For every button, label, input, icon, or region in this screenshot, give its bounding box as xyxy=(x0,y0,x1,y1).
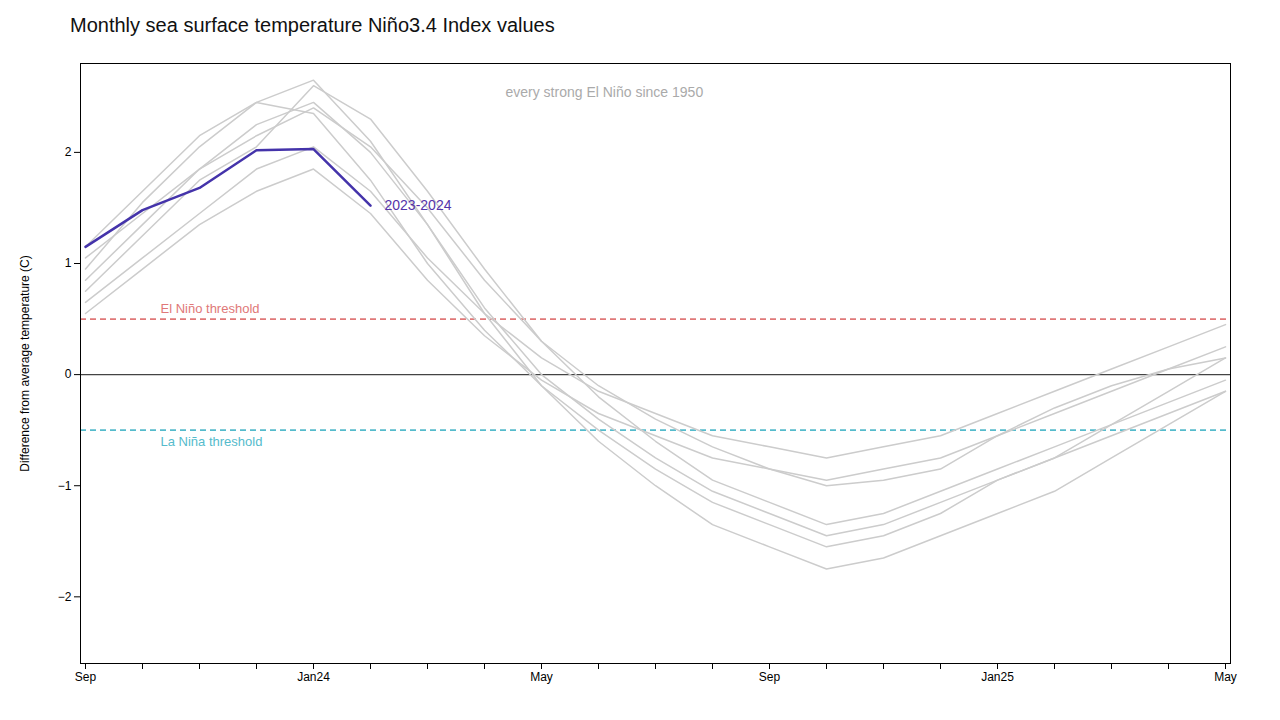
svg-text:every strong El Niño since 195: every strong El Niño since 1950 xyxy=(506,84,704,100)
svg-text:−2: −2 xyxy=(58,590,72,604)
svg-text:0: 0 xyxy=(65,367,72,381)
svg-text:Sep: Sep xyxy=(759,670,781,684)
svg-text:Difference from average temper: Difference from average temperature (C) xyxy=(18,255,32,472)
svg-text:2023-2024: 2023-2024 xyxy=(385,197,452,213)
svg-text:2: 2 xyxy=(65,145,72,159)
svg-text:Jan25: Jan25 xyxy=(981,670,1014,684)
svg-text:Sep: Sep xyxy=(75,670,97,684)
svg-text:Jan24: Jan24 xyxy=(297,670,330,684)
html-text:Monthly sea surface temperatur: Monthly sea surface temperature Niño3.4 … xyxy=(70,14,555,36)
svg-text:La Niña threshold: La Niña threshold xyxy=(161,434,263,449)
svg-text:−1: −1 xyxy=(58,479,72,493)
svg-text:May: May xyxy=(1214,670,1237,684)
svg-text:El Niño threshold: El Niño threshold xyxy=(161,301,260,316)
svg-text:May: May xyxy=(530,670,553,684)
svg-text:1: 1 xyxy=(65,256,72,270)
